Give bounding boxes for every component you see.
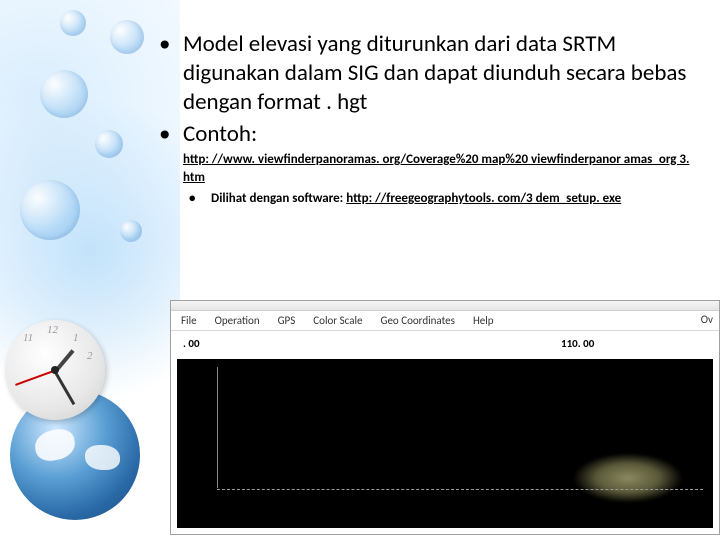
- bubble-decoration: [40, 70, 88, 118]
- value-left: . 00: [183, 337, 200, 350]
- menu-geocoords[interactable]: Geo Coordinates: [381, 314, 455, 327]
- contoh-link-block: http: //www. viewfinderpanoramas. org/Co…: [183, 151, 700, 186]
- bubble-decoration: [120, 220, 142, 242]
- bubble-decoration: [60, 10, 86, 36]
- menu-operation[interactable]: Operation: [215, 314, 260, 327]
- terrain-elevation-blob: [573, 453, 683, 503]
- terrain-baseline: [217, 489, 703, 490]
- app-titlebar: [171, 301, 719, 311]
- terrain-viewport: [177, 359, 713, 528]
- app-menubar: File Operation GPS Color Scale Geo Coord…: [171, 311, 719, 331]
- sub-bullet-software: Dilihat dengan software: http: //freegeo…: [183, 190, 700, 208]
- clock-number: 12: [47, 324, 58, 336]
- bullet-item-1: Model elevasi yang diturunkan dari data …: [155, 30, 700, 116]
- sub-bullet-list: Dilihat dengan software: http: //freegeo…: [183, 190, 700, 208]
- menu-help[interactable]: Help: [473, 314, 494, 327]
- app-value-bar: . 00 110. 00: [171, 331, 719, 355]
- main-bullet-list: Model elevasi yang diturunkan dari data …: [155, 30, 700, 208]
- slide-content: Model elevasi yang diturunkan dari data …: [155, 30, 700, 212]
- bubble-decoration: [95, 130, 123, 158]
- value-right: 110. 00: [561, 337, 594, 350]
- clock-minute-hand: [54, 371, 76, 405]
- bullet-item-2-label: Contoh:: [183, 120, 257, 148]
- sub-bullet-prefix: Dilihat dengan software:: [211, 191, 346, 206]
- bubble-decoration: [20, 180, 80, 240]
- bullet-item-2: Contoh: http: //www. viewfinderpanoramas…: [155, 120, 700, 207]
- clock-number: 2: [87, 350, 93, 362]
- link-viewfinder[interactable]: http: //www. viewfinderpanoramas. org/Co…: [183, 152, 689, 185]
- menu-file[interactable]: File: [181, 314, 197, 327]
- menu-colorscale[interactable]: Color Scale: [313, 314, 362, 327]
- embedded-app-screenshot: File Operation GPS Color Scale Geo Coord…: [170, 300, 720, 535]
- bubble-decoration: [110, 20, 144, 54]
- clock-second-hand: [15, 370, 55, 386]
- clock-number: 1: [73, 332, 79, 344]
- clock-decoration: 12 12 11: [5, 320, 105, 420]
- link-3dem[interactable]: http: //freegeographytools. com/3 dem_se…: [346, 191, 621, 206]
- app-top-right-label: Ov: [701, 313, 713, 326]
- menu-gps[interactable]: GPS: [278, 314, 296, 327]
- clock-center-dot: [51, 366, 59, 374]
- clock-number: 11: [23, 332, 33, 344]
